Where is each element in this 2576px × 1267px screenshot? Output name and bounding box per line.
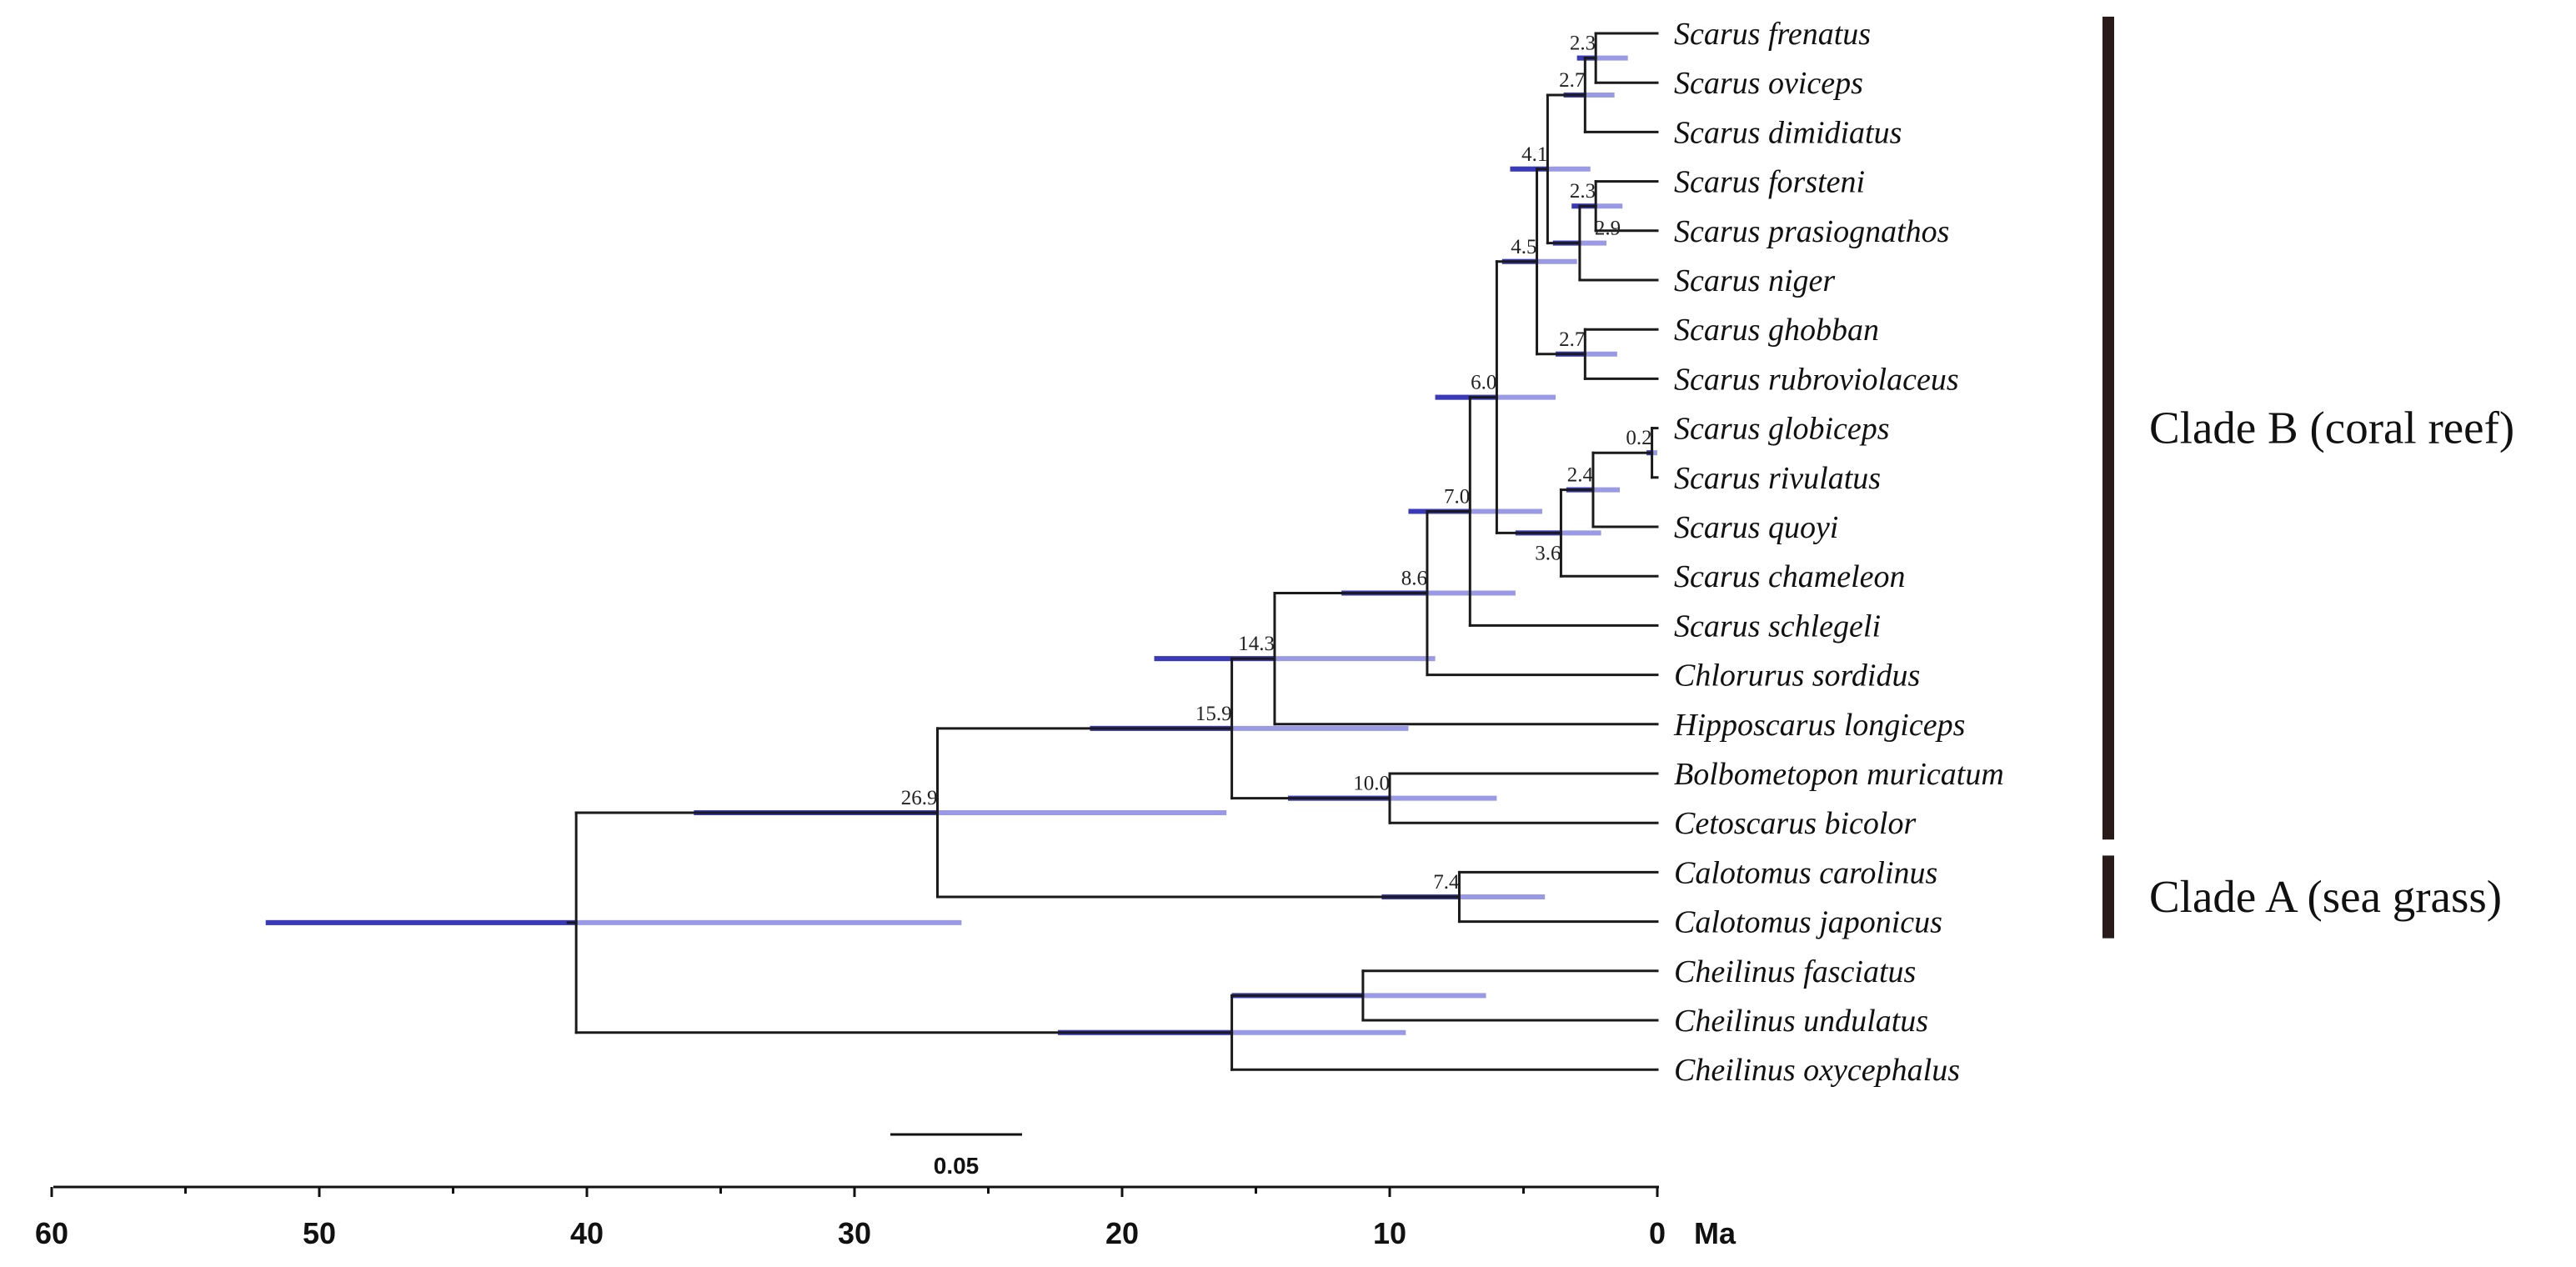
node-age-label: 2.7	[1559, 69, 1585, 92]
node-age-label: 6.0	[1471, 372, 1496, 394]
node-age-label: 4.5	[1511, 236, 1536, 258]
clade-bar	[2102, 17, 2114, 840]
taxon-label: Scarus rivulatus	[1674, 461, 1881, 496]
scale-bar: 0.05	[890, 1133, 1022, 1179]
taxon-label: Scarus oviceps	[1674, 66, 1863, 101]
node-age-label: 3.6	[1535, 542, 1561, 564]
taxon-label: Cheilinus fasciatus	[1674, 954, 1916, 989]
time-axis: Ma 60 50 40 30 20 10 0	[35, 1185, 1737, 1250]
node-age-label: 2.3	[1570, 33, 1596, 55]
branches	[566, 32, 1659, 1071]
taxon-label: Scarus chameleon	[1674, 559, 1906, 594]
taxon-label: Scarus prasiognathos	[1674, 214, 1949, 249]
clade-label: Clade A (sea grass)	[2149, 871, 2502, 922]
node-age-label: 7.0	[1444, 486, 1470, 508]
taxon-label: Cheilinus oxycephalus	[1674, 1053, 1960, 1088]
taxon-label: Scarus globiceps	[1674, 412, 1890, 447]
node-age-label: 2.7	[1559, 328, 1585, 351]
time-axis-unit: Ma	[1694, 1216, 1737, 1250]
taxon-label: Bolbometopon muricatum	[1674, 757, 2004, 792]
node-age-label: 2.4	[1567, 464, 1594, 487]
taxon-label: Hipposcarus longiceps	[1673, 708, 1965, 743]
axis-tick-label: 0	[1649, 1216, 1666, 1250]
node-age-label: 26.9	[901, 787, 938, 809]
taxon-label: Scarus niger	[1674, 263, 1835, 298]
node-age-label: 8.6	[1401, 568, 1427, 590]
node-age-label: 4.1	[1521, 143, 1547, 166]
axis-tick-label: 30	[838, 1216, 871, 1250]
clade-label: Clade B (coral reef)	[2149, 403, 2514, 453]
taxon-label: Scarus dimidiatus	[1674, 115, 1902, 150]
node-age-label: 15.9	[1195, 703, 1232, 725]
axis-tick-label: 60	[35, 1216, 68, 1250]
node-age-label: 2.9	[1595, 218, 1621, 240]
taxon-label: Chlorurus sordidus	[1674, 659, 1920, 694]
axis-tick-label: 20	[1105, 1216, 1139, 1250]
taxon-label: Scarus quoyi	[1674, 510, 1838, 545]
taxon-label: Calotomus japonicus	[1674, 905, 1942, 940]
taxon-label: Cetoscarus bicolor	[1674, 806, 1916, 841]
scale-bar-label: 0.05	[934, 1153, 980, 1179]
node-age-label: 14.3	[1238, 633, 1275, 655]
node-age-label: 0.2	[1626, 427, 1651, 449]
taxon-label: Scarus forsteni	[1674, 165, 1865, 200]
node-age-label: 10.0	[1353, 773, 1390, 795]
taxon-label: Scarus rubroviolaceus	[1674, 362, 1959, 397]
node-age-labels: 2.3 2.7 2.3 2.9 2.7 4.1 4.5 0.2 2.4 3.6 6.0 7.0 8.6 1…	[901, 33, 1652, 894]
taxon-label: Scarus schlegeli	[1674, 608, 1881, 644]
axis-tick-label: 50	[303, 1216, 336, 1250]
taxon-label: Calotomus carolinus	[1674, 855, 1937, 890]
axis-tick-label: 10	[1373, 1216, 1406, 1250]
node-age-label: 2.3	[1570, 180, 1596, 203]
taxon-label: Scarus frenatus	[1674, 17, 1871, 52]
taxon-label: Cheilinus undulatus	[1674, 1004, 1928, 1039]
clade-annotations: Clade B (coral reef) Clade A (sea grass)	[2102, 17, 2514, 939]
taxon-labels: Scarus frenatus Scarus oviceps Scarus dimi…	[1673, 17, 2004, 1088]
axis-tick-label: 40	[570, 1216, 604, 1250]
clade-bar	[2102, 855, 2114, 939]
taxon-label: Scarus ghobban	[1674, 313, 1879, 348]
node-age-label: 7.4	[1433, 871, 1460, 894]
